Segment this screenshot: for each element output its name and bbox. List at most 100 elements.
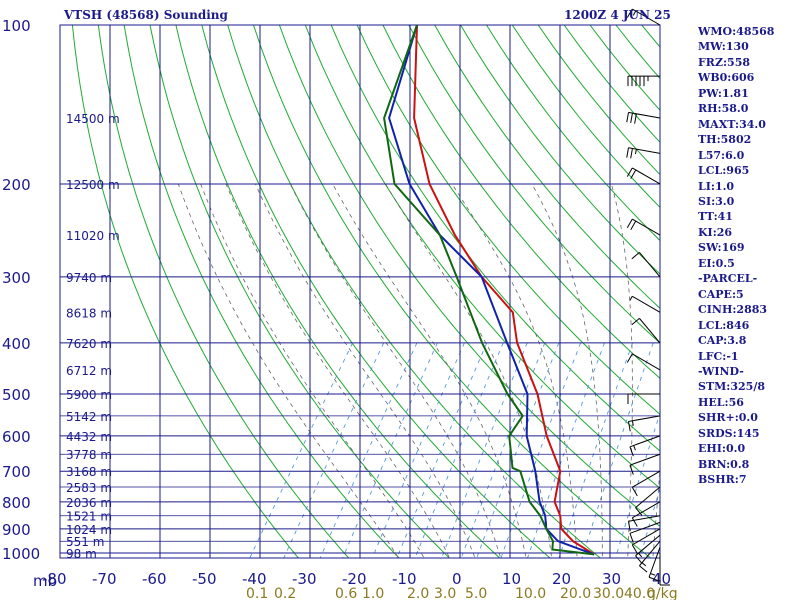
index-item: CAPE:5	[698, 287, 744, 301]
temperature-tick-label: 10	[502, 570, 521, 588]
wind-barb	[632, 218, 661, 236]
temperature-line	[413, 25, 595, 556]
dry-adiabat	[149, 25, 451, 558]
pressure-tick-label: 600	[2, 428, 31, 446]
dry-adiabat	[278, 25, 660, 528]
wind-barb	[639, 318, 661, 344]
index-item: EHI:0.0	[698, 442, 746, 456]
mixing-ratio-line	[283, 342, 385, 558]
wind-barb-feather	[630, 220, 637, 231]
dry-adiabat	[253, 25, 652, 558]
height-label: 8618 m	[66, 306, 112, 320]
temperature-tick-label: 40	[652, 570, 671, 588]
wind-barb	[629, 521, 661, 534]
index-item: PW:1.81	[698, 86, 749, 100]
wind-barb	[648, 547, 661, 578]
moist-adiabat	[289, 183, 502, 558]
index-item: MW:130	[698, 40, 749, 54]
pressure-tick-label: 900	[2, 521, 31, 539]
index-item: SRDS:145	[698, 426, 760, 440]
wind-barb-feather	[626, 353, 633, 363]
wind-barb-feather	[633, 445, 636, 451]
mixing-ratio-label: 1.0	[362, 586, 384, 600]
index-item: MAXT:34.0	[698, 117, 766, 131]
mixing-ratio-line	[527, 342, 605, 558]
mixing-ratio-label: 0.2	[274, 586, 296, 600]
profiles	[383, 25, 595, 556]
wind-barb-feather	[635, 507, 643, 516]
moist-adiabat	[385, 183, 553, 558]
parcel-line	[388, 25, 595, 556]
wind-barb-feather	[629, 533, 634, 543]
index-item: STM:325/8	[698, 380, 765, 394]
height-label: 4432 m	[66, 430, 112, 444]
wind-barb-feather	[626, 112, 629, 123]
wind-barb-feather	[639, 565, 648, 573]
mixing-ratio-label: 10.0	[515, 586, 546, 600]
index-item: WB0:606	[698, 71, 755, 85]
index-item: SHR+:0.0	[698, 411, 758, 425]
mixing-ratio-line	[558, 342, 634, 558]
chart-time: 1200Z 4 JUN 25	[564, 8, 671, 22]
index-item: CAP:3.8	[698, 334, 747, 348]
temperature-tick-label: 20	[552, 570, 571, 588]
wind-barbs	[626, 8, 670, 586]
height-label: 2583 m	[66, 481, 112, 495]
moist-adiabat	[531, 183, 603, 558]
indices-panel: WMO:48568 MW:130 FRZ:558 WB0:606 PW:1.81 RH:5…	[698, 24, 774, 488]
wind-barb	[632, 167, 661, 185]
dry-adiabat	[97, 25, 350, 558]
wind-barb	[628, 147, 661, 154]
height-label: 14500 m	[66, 112, 120, 126]
mixing-ratio-line	[414, 342, 504, 558]
index-item: -PARCEL-	[698, 272, 758, 286]
height-label: 551 m	[66, 535, 104, 549]
height-label: 1521 m	[66, 510, 112, 524]
height-label: 9740 m	[66, 271, 112, 285]
wind-barb-feather	[638, 552, 643, 558]
moist-adiabat	[255, 183, 476, 558]
wind-barb-feather	[630, 169, 637, 179]
wind-barb	[639, 540, 661, 567]
height-label: 5142 m	[66, 410, 112, 424]
pressure-tick-label: 200	[2, 176, 31, 194]
wind-barb-feather	[626, 8, 633, 18]
wind-barb-feather	[631, 252, 640, 260]
mixing-ratio-line	[615, 411, 660, 558]
height-label: 6712 m	[66, 364, 112, 378]
dry-adiabat	[71, 25, 300, 558]
index-item: LI:1.0	[698, 179, 735, 193]
mixing-ratio-line	[476, 342, 560, 558]
index-item: -WIND-	[698, 364, 744, 378]
moist-adiabat	[652, 465, 660, 558]
pressure-tick-label: 400	[2, 335, 31, 353]
moist-adiabat	[225, 183, 450, 558]
wind-barb-feather	[648, 576, 659, 582]
wind-barb-feather	[635, 555, 643, 564]
mixing-ratio-line	[249, 342, 354, 558]
chart-title: VTSH (48568) Sounding	[64, 8, 228, 22]
height-label: 1024 m	[66, 523, 112, 537]
mixing-ratio-label: 0.6	[335, 586, 357, 600]
wind-barb	[632, 528, 661, 546]
pressure-tick-label: 100	[2, 17, 31, 35]
wind-barb-feather	[630, 113, 633, 124]
wind-barb-feather	[641, 562, 647, 567]
mixing-ratio-label: 5.0	[465, 586, 487, 600]
wind-barb-feather	[626, 167, 633, 177]
wind-barb-feather	[631, 317, 640, 326]
wind-barb	[632, 295, 661, 313]
index-item: CINH:2883	[698, 303, 768, 317]
height-label: 5900 m	[66, 388, 112, 402]
height-label: 3168 m	[66, 465, 112, 479]
index-item: TT:41	[698, 210, 733, 224]
wind-barb	[632, 501, 661, 519]
mixing-ratio-line	[441, 342, 528, 558]
index-item: RH:58.0	[698, 102, 749, 116]
temperature-tick-label: -30	[292, 570, 317, 588]
index-item: SW:169	[698, 241, 745, 255]
wind-barb	[628, 111, 661, 119]
wind-barb-feather	[630, 148, 633, 159]
index-item: LCL:846	[698, 318, 750, 332]
pressure-tick-label: 300	[2, 269, 31, 287]
